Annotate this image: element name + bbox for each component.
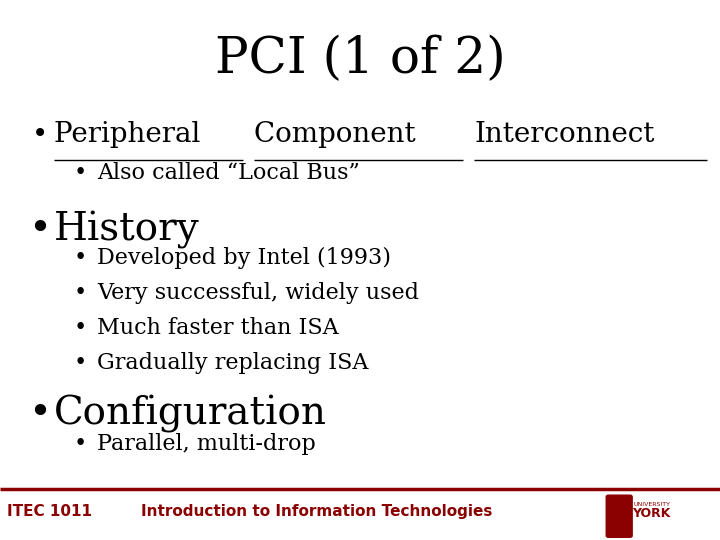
Text: Very successful, widely used: Very successful, widely used <box>97 282 419 304</box>
Text: YORK: YORK <box>632 507 671 519</box>
Text: •: • <box>74 352 87 374</box>
Text: •: • <box>28 211 51 248</box>
Text: •: • <box>74 433 87 455</box>
FancyBboxPatch shape <box>606 495 632 537</box>
Text: Developed by Intel (1993): Developed by Intel (1993) <box>97 247 391 269</box>
Text: Configuration: Configuration <box>54 395 327 433</box>
Text: UNIVERSITY: UNIVERSITY <box>633 502 670 507</box>
Text: Component: Component <box>0 539 1 540</box>
Text: Peripheral: Peripheral <box>0 539 1 540</box>
Text: Introduction to Information Technologies: Introduction to Information Technologies <box>141 504 492 519</box>
Text: Component: Component <box>254 122 425 148</box>
Text: PCI (1 of 2): PCI (1 of 2) <box>215 35 505 85</box>
Text: •: • <box>32 122 48 148</box>
Text: Gradually replacing ISA: Gradually replacing ISA <box>97 352 369 374</box>
Text: Peripheral: Peripheral <box>54 122 210 148</box>
Text: Interconnect: Interconnect <box>0 539 1 540</box>
Text: ITEC 1011: ITEC 1011 <box>7 504 92 519</box>
Text: •: • <box>74 282 87 304</box>
Text: Much faster than ISA: Much faster than ISA <box>97 317 339 339</box>
Text: History: History <box>54 211 199 248</box>
Text: •: • <box>74 317 87 339</box>
Text: Also called “Local Bus”: Also called “Local Bus” <box>97 162 360 184</box>
Text: Interconnect: Interconnect <box>474 122 654 148</box>
Text: •: • <box>28 395 51 433</box>
Text: •: • <box>74 162 87 184</box>
Text: Parallel, multi-drop: Parallel, multi-drop <box>97 433 316 455</box>
Text: •: • <box>74 247 87 269</box>
